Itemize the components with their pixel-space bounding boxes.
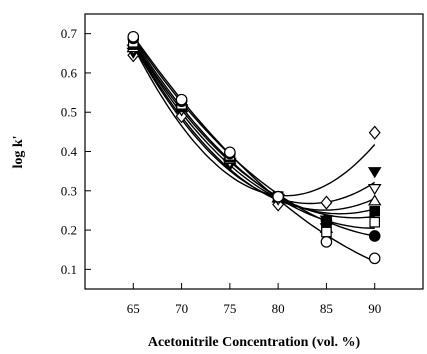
series-curve [132, 37, 375, 237]
y-tick-label: 0.5 [61, 105, 77, 120]
data-point [368, 125, 381, 140]
x-tick-label: 65 [127, 301, 140, 316]
y-tick-label: 0.4 [61, 144, 78, 159]
data-point [320, 214, 333, 227]
data-point [368, 230, 381, 242]
x-tick-label: 75 [223, 301, 236, 316]
x-tick-label: 80 [272, 301, 285, 316]
series-curves [132, 35, 376, 263]
data-point [127, 30, 140, 43]
y-tick-label: 0.6 [61, 65, 78, 80]
data-point [367, 184, 382, 196]
data-point [320, 236, 333, 248]
x-tick-label: 70 [175, 301, 188, 316]
y-tick-label: 0.7 [61, 26, 78, 41]
x-tick-label: 85 [320, 301, 333, 316]
data-point [367, 194, 382, 206]
data-point [272, 190, 284, 203]
series-markers [126, 30, 382, 265]
series-curve [132, 38, 375, 229]
data-point [368, 252, 381, 265]
series-curve [132, 42, 375, 211]
data-point [175, 93, 188, 106]
series-curve [132, 41, 375, 219]
series-curve [132, 35, 376, 263]
data-point [224, 146, 236, 159]
data-point [321, 226, 332, 238]
x-axis: 65 70 75 80 85 90 [127, 283, 381, 316]
data-point [369, 205, 381, 217]
y-axis-title: log k' [11, 135, 26, 168]
y-tick-label: 0.3 [61, 183, 77, 198]
data-point [369, 216, 381, 228]
y-axis: 0.1 0.2 0.3 0.4 0.5 0.6 0.7 [61, 26, 91, 277]
series-curve [132, 41, 375, 215]
x-tick-label: 90 [368, 301, 381, 316]
series-curve [132, 45, 376, 197]
x-axis-title: Acetonitrile Concentration (vol. %) [148, 335, 361, 350]
data-point [320, 195, 333, 210]
data-point [367, 167, 382, 179]
y-tick-label: 0.1 [61, 262, 77, 277]
series-curve [132, 44, 376, 205]
y-tick-label: 0.2 [61, 223, 77, 238]
